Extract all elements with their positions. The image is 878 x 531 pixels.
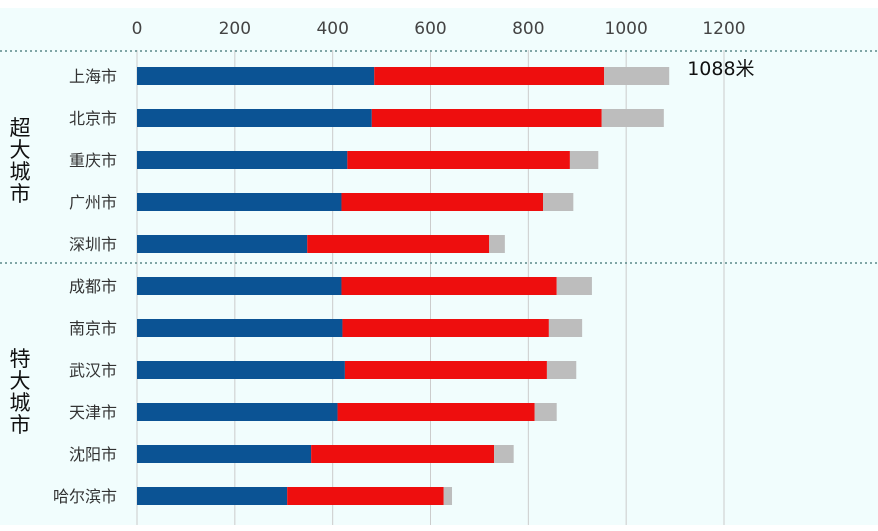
bar-segment [556, 277, 592, 295]
category-label: 深圳市 [69, 235, 117, 254]
bar-segment [137, 67, 375, 85]
bar-segment [548, 319, 583, 337]
plot-background [0, 8, 878, 525]
group-label-char: 大 [10, 369, 31, 393]
category-label: 成都市 [69, 277, 117, 296]
category-label: 武汉市 [69, 361, 117, 380]
x-tick-label: 0 [132, 19, 143, 39]
bar-segment [137, 403, 338, 421]
bar-segment [311, 445, 495, 463]
bar-segment [546, 361, 577, 379]
bar-segment [489, 235, 505, 253]
category-label: 沈阳市 [69, 445, 117, 464]
bar-segment [337, 403, 535, 421]
bar-segment [604, 67, 670, 85]
x-tick-label: 200 [219, 19, 251, 39]
bar-segment [137, 277, 342, 295]
group-label-char: 城 [10, 160, 31, 184]
bar-segment [137, 235, 308, 253]
bar-segment [341, 193, 544, 211]
bar-segment [601, 109, 664, 127]
bar-segment [137, 487, 288, 505]
category-label: 上海市 [69, 67, 117, 86]
bar-segment [534, 403, 557, 421]
category-label: 重庆市 [69, 151, 117, 170]
bar-segment [347, 151, 570, 169]
bar-segment [307, 235, 490, 253]
x-tick-label: 1200 [702, 19, 745, 39]
bar-segment [371, 109, 602, 127]
group-label-char: 城 [10, 391, 31, 415]
bar-segment [341, 277, 557, 295]
category-label: 南京市 [69, 319, 117, 338]
group-label-char: 特 [10, 347, 31, 371]
group-label-char: 超 [10, 116, 31, 140]
bar-annotation: 1088米 [687, 58, 754, 80]
group-label-char: 大 [10, 138, 31, 162]
bar-segment [374, 67, 605, 85]
bar-segment [543, 193, 574, 211]
bar-segment [569, 151, 599, 169]
group-label-char: 市 [10, 413, 31, 437]
bar-segment [137, 319, 343, 337]
category-label: 天津市 [69, 403, 117, 422]
bar-segment [137, 193, 342, 211]
x-tick-label: 600 [414, 19, 446, 39]
bar-segment [137, 361, 345, 379]
bar-segment [287, 487, 444, 505]
bar-segment [443, 487, 453, 505]
bar-segment [494, 445, 514, 463]
bar-segment [344, 361, 547, 379]
bar-segment [137, 445, 312, 463]
x-tick-label: 800 [512, 19, 544, 39]
bar-segment [137, 109, 372, 127]
bar-segment [342, 319, 549, 337]
bar-segment [137, 151, 348, 169]
category-label: 广州市 [69, 193, 117, 212]
x-tick-label: 1000 [605, 19, 648, 39]
category-label: 哈尔滨市 [53, 487, 117, 506]
category-label: 北京市 [69, 109, 117, 128]
x-tick-label: 400 [316, 19, 348, 39]
group-label-char: 市 [10, 182, 31, 206]
